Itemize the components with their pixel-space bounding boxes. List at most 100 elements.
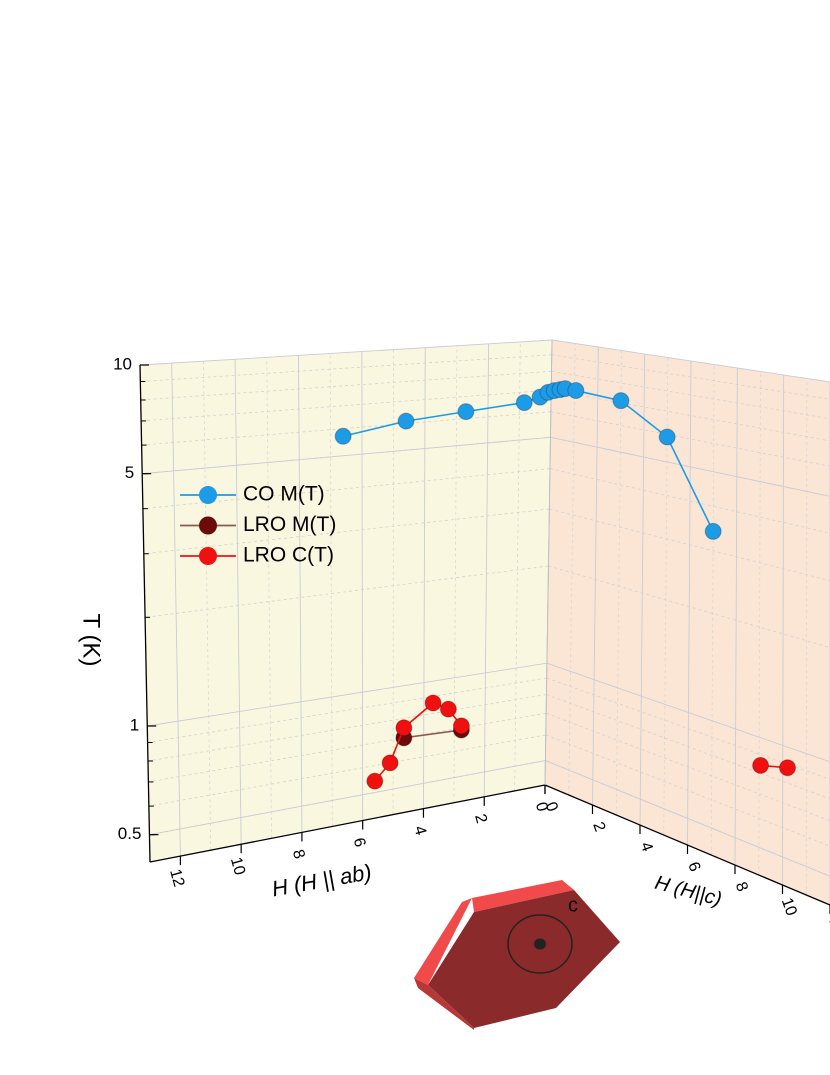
data-point [752, 756, 770, 774]
data-point [397, 412, 415, 430]
data-point [424, 694, 442, 712]
minor-grid-line [140, 354, 552, 382]
minor-grid-line [453, 345, 458, 803]
x-tick-label: 4 [637, 840, 656, 854]
data-point [452, 717, 470, 735]
grid-line [234, 359, 242, 845]
grid-line [142, 436, 551, 475]
corner-line [544, 339, 553, 786]
minor-grid-line [145, 565, 549, 618]
y-axis-label: T (K) [78, 614, 105, 667]
minor-grid-line [549, 508, 830, 582]
minor-grid-line [545, 734, 830, 847]
grid-line [592, 346, 599, 806]
data-point [395, 719, 413, 737]
legend-marker [199, 516, 217, 535]
minor-grid-line [141, 411, 551, 446]
grid [139, 339, 830, 905]
x-tick-label: 8 [732, 880, 751, 894]
crystal-axis-ring [507, 914, 573, 974]
minor-grid-line [140, 370, 552, 401]
y-tick-label: 1 [130, 715, 139, 734]
x-tick-label: 12 [825, 916, 830, 939]
grid-line [483, 343, 490, 797]
grid-line [734, 367, 738, 866]
series-line [403, 729, 462, 739]
legend-marker [199, 547, 217, 565]
data-point [457, 403, 475, 421]
y-axis-line [139, 364, 151, 863]
x-tick-label: 10 [778, 896, 800, 919]
x-axis-label-ab: H (H || ab) [270, 859, 373, 901]
minor-grid-line [545, 712, 830, 822]
x-tick-label: 4 [410, 824, 429, 837]
x-axis-line [149, 784, 546, 863]
crystal-label: c [568, 894, 578, 916]
x-tick-label: 12 [166, 867, 187, 889]
minor-grid-line [551, 354, 830, 400]
data-point [778, 759, 796, 777]
marks [334, 380, 796, 790]
minor-grid-line [514, 341, 521, 791]
data-point [704, 522, 722, 540]
x-tick-label: 6 [350, 836, 369, 849]
minor-grid-line [147, 694, 547, 762]
wall [140, 340, 552, 862]
data-point [515, 394, 533, 412]
grid-line [687, 360, 692, 846]
crystal: c [414, 880, 620, 1030]
minor-grid-line [142, 468, 551, 510]
minor-grid-line [148, 734, 546, 807]
data-point [612, 392, 630, 410]
crystal-side [472, 880, 574, 912]
x-tick-label: 6 [684, 860, 703, 874]
data-point [334, 427, 352, 445]
grid-line [550, 436, 830, 497]
data-point [567, 382, 585, 400]
data-point [658, 428, 676, 446]
minor-grid-line [551, 389, 830, 442]
grid-line [782, 374, 785, 886]
minor-grid-line [546, 694, 830, 800]
legend-marker [199, 486, 217, 504]
x-tick-label: 8 [289, 848, 308, 861]
legend-label: CO M(T) [243, 483, 325, 506]
minor-grid-line [548, 565, 830, 648]
legend-label: LRO C(T) [243, 544, 334, 567]
grid-line [149, 760, 546, 836]
grid-line [139, 339, 553, 366]
grid-line [171, 363, 181, 857]
grid-line [639, 353, 646, 826]
crystal-side [414, 898, 472, 985]
minor-grid-line [805, 378, 808, 896]
minor-grid-line [710, 364, 715, 856]
grid-line [545, 760, 830, 877]
minor-grid-line [546, 677, 830, 780]
minor-grid-line [143, 508, 550, 555]
minor-grid-line [148, 712, 547, 783]
data-point [366, 772, 384, 790]
crystal-side [414, 978, 474, 1030]
minor-grid-line [329, 353, 333, 827]
grid-line [551, 339, 830, 383]
data-point [439, 700, 457, 718]
minor-grid-line [147, 677, 547, 743]
crystal-top [428, 890, 620, 1028]
grid-line [361, 351, 364, 821]
crystal-axis-dot [534, 938, 546, 950]
grid-line [147, 662, 547, 727]
x-axis-label-c: H (H||c) [652, 872, 724, 911]
grid-line [298, 355, 303, 833]
x-tick-label: 0 [532, 800, 551, 813]
grid-line [546, 662, 830, 763]
minor-grid-line [266, 357, 272, 839]
grid-line [423, 347, 426, 809]
x-tick-label: 2 [589, 820, 608, 834]
y-tick-label: 0.5 [118, 824, 142, 843]
x-tick-label: 10 [227, 855, 248, 877]
legend: CO M(T) LRO M(T) LRO C(T) [180, 483, 336, 567]
data-point [381, 754, 399, 772]
